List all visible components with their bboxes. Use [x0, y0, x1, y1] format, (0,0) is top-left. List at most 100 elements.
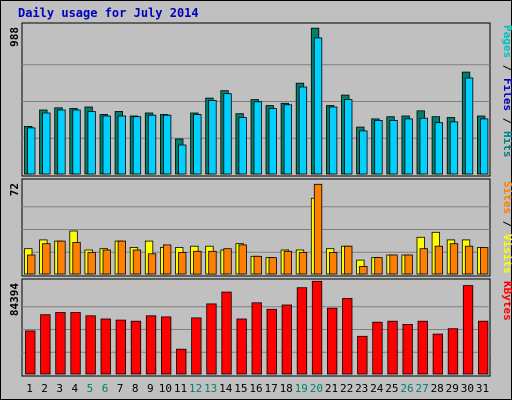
bar-kbytes: [160, 316, 172, 375]
bar-kbytes: [25, 330, 36, 375]
x-tick-label: 31: [476, 382, 489, 395]
bar-sites: [359, 265, 368, 275]
bar-files: [298, 86, 308, 175]
bar-files: [359, 130, 368, 175]
bar-files: [238, 117, 247, 175]
bar-files: [147, 114, 157, 175]
bar-files: [389, 120, 398, 175]
x-tick-label: 1: [26, 382, 33, 395]
bar-sites: [419, 248, 428, 275]
bar-sites: [313, 183, 323, 275]
bar-sites: [253, 255, 262, 275]
bar-sites: [178, 252, 187, 275]
bar-files: [344, 99, 353, 175]
bar-sites: [298, 252, 308, 275]
bar-kbytes: [100, 318, 111, 375]
x-tick-label: 26: [400, 382, 413, 395]
x-tick-label: 16: [249, 382, 262, 395]
x-tick-label: 27: [415, 382, 428, 395]
x-tick-label: 4: [71, 382, 78, 395]
bar-sites: [57, 240, 66, 275]
x-tick-label: 11: [174, 382, 187, 395]
bar-sites: [374, 257, 383, 275]
bar-files: [449, 121, 459, 175]
bar-sites: [389, 254, 398, 275]
bar-sites: [404, 254, 413, 275]
y-max-label: 72: [8, 183, 21, 196]
bar-kbytes: [266, 308, 277, 375]
bar-files: [178, 144, 187, 175]
bar-kbytes: [357, 335, 368, 375]
bar-kbytes: [70, 312, 81, 375]
bar-kbytes: [206, 303, 217, 375]
bar-kbytes: [447, 328, 459, 375]
bar-kbytes: [477, 320, 489, 375]
series-label-part: /: [501, 58, 512, 78]
x-tick-label: 9: [147, 382, 154, 395]
bar-kbytes: [462, 285, 474, 375]
x-tick-label: 3: [56, 382, 63, 395]
x-tick-label: 19: [295, 382, 308, 395]
bar-files: [479, 118, 489, 175]
bar-kbytes: [296, 287, 308, 375]
bar-files: [223, 93, 232, 175]
bar-files: [42, 112, 51, 175]
x-tick-label: 24: [370, 382, 384, 395]
bar-kbytes: [145, 315, 157, 375]
bar-files: [132, 116, 142, 175]
bar-sites: [162, 244, 172, 275]
series-label-part: Sites: [501, 181, 512, 214]
bar-sites: [102, 249, 111, 275]
bar-files: [253, 101, 262, 175]
y-max-label: 988: [8, 27, 21, 47]
x-tick-label: 6: [102, 382, 109, 395]
bar-files: [27, 127, 36, 175]
bar-files: [419, 117, 428, 175]
bar-kbytes: [130, 320, 142, 375]
bar-kbytes: [342, 298, 353, 375]
bar-sites: [283, 250, 293, 275]
bar-kbytes: [402, 323, 413, 375]
series-label: Sites / Visits: [501, 181, 512, 274]
series-label: Pages / Files / Hits: [501, 25, 512, 158]
x-tick-label: 14: [219, 382, 233, 395]
bar-files: [57, 109, 66, 175]
bar-sites: [223, 248, 232, 275]
bar-kbytes: [221, 291, 232, 375]
bar-files: [328, 106, 338, 175]
bar-kbytes: [281, 304, 293, 375]
bar-kbytes: [372, 321, 383, 375]
bar-sites: [27, 254, 36, 275]
bar-sites: [464, 245, 474, 275]
bar-files: [102, 115, 111, 175]
bar-sites: [208, 250, 217, 275]
bar-kbytes: [251, 302, 262, 375]
x-tick-label: 18: [280, 382, 293, 395]
bar-kbytes: [326, 307, 338, 375]
bar-sites: [479, 247, 489, 275]
series-label-part: Pages: [501, 25, 512, 58]
bar-kbytes: [115, 319, 126, 375]
bar-files: [208, 100, 217, 175]
bar-kbytes: [176, 348, 187, 375]
bar-sites: [87, 252, 96, 275]
x-tick-label: 17: [264, 382, 277, 395]
bar-kbytes: [55, 312, 66, 375]
bar-files: [72, 109, 81, 175]
bar-kbytes: [432, 333, 444, 375]
x-tick-label: 25: [385, 382, 398, 395]
bar-sites: [72, 241, 81, 275]
bar-kbytes: [236, 318, 247, 375]
x-tick-label: 10: [159, 382, 172, 395]
bar-kbytes: [40, 314, 51, 375]
series-label-part: Visits: [501, 234, 512, 274]
bar-files: [117, 115, 126, 175]
x-tick-label: 20: [310, 382, 323, 395]
bar-sites: [449, 243, 459, 275]
bar-sites: [132, 249, 142, 275]
x-tick-label: 30: [461, 382, 474, 395]
series-label: KBytes: [501, 281, 512, 321]
bar-sites: [42, 243, 51, 275]
bar-files: [193, 114, 202, 175]
x-tick-label: 22: [340, 382, 353, 395]
